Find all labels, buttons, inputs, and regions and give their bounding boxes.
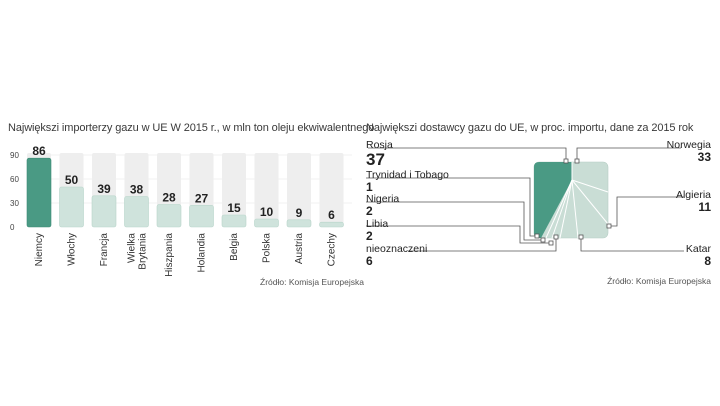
pie-chart-title: Największi dostawcy gazu do UE, w proc. … xyxy=(366,122,694,134)
bar xyxy=(156,204,182,228)
leader-nieoznaczeni xyxy=(408,238,557,252)
bar-value-label: 9 xyxy=(296,206,303,220)
bar xyxy=(59,186,84,228)
y-tick-label: 60 xyxy=(10,175,19,184)
bar-chart-source: Źródło: Komisja Europejska xyxy=(260,277,364,287)
value-trynidad: 1 xyxy=(366,180,373,194)
value-rosja: 37 xyxy=(366,150,385,169)
leader-nigeria xyxy=(366,201,542,241)
bar-value-label: 50 xyxy=(65,173,79,187)
pie-chart xyxy=(366,147,684,252)
leader-norwegia xyxy=(576,147,681,161)
category-label: Czechy xyxy=(327,233,338,266)
category-label: Wielka Brytania xyxy=(127,233,149,270)
label-rosja: Rosja xyxy=(366,139,393,151)
category-label: Włochy xyxy=(67,233,78,266)
y-tick-label: 90 xyxy=(10,151,19,160)
category-label: Hiszpania xyxy=(164,233,175,277)
category-label: Francja xyxy=(99,233,110,267)
slice-divider xyxy=(571,179,579,239)
category-label-text: Niemcy xyxy=(34,233,45,266)
bar-value-label: 39 xyxy=(97,182,111,196)
bar-value-label: 28 xyxy=(162,191,176,205)
bar xyxy=(221,214,247,228)
leader-marker xyxy=(534,233,540,239)
category-label: Polska xyxy=(262,233,273,263)
bar-value-label: 6 xyxy=(328,208,335,222)
value-libia: 2 xyxy=(366,229,373,243)
bar-value-label: 38 xyxy=(130,183,144,197)
label-norwegia: Norwegia xyxy=(666,139,711,151)
bar-chart-title: Największi importerzy gazu w UE W 2015 r… xyxy=(8,122,375,134)
slice-divider xyxy=(551,179,573,239)
leader-marker xyxy=(574,158,580,164)
leader-trynidad xyxy=(366,177,536,237)
slice-divider xyxy=(545,179,573,239)
label-nigeria: Nigeria xyxy=(366,193,400,205)
label-libia: Libia xyxy=(366,218,389,230)
bar-value-label: 15 xyxy=(227,201,241,215)
leader-marker xyxy=(563,158,569,164)
leader-katar xyxy=(580,238,684,252)
bar-value-label: 10 xyxy=(260,205,274,219)
category-label: Holandia xyxy=(197,233,208,273)
category-label-text: Polska xyxy=(262,233,273,263)
category-label-text: Hiszpania xyxy=(164,233,175,277)
leader-marker xyxy=(606,223,612,229)
category-label: Niemcy xyxy=(34,233,45,266)
bar xyxy=(26,157,52,228)
bar xyxy=(124,196,149,228)
leader-libia xyxy=(366,225,550,244)
slice-divider xyxy=(571,179,609,193)
bar-background xyxy=(287,153,311,227)
slice-rosja xyxy=(534,162,572,238)
category-label-line: Wielka xyxy=(127,233,138,263)
category-label-text: Belgia xyxy=(229,233,240,261)
bar-background xyxy=(319,153,344,227)
value-nieoznaczeni: 6 xyxy=(366,254,373,268)
category-label-text: Austria xyxy=(294,233,305,265)
leader-marker xyxy=(548,240,554,246)
value-algieria: 11 xyxy=(698,200,711,214)
bar xyxy=(91,195,117,228)
bar xyxy=(319,221,344,228)
slice-divider xyxy=(571,179,609,225)
category-label-text: Francja xyxy=(99,233,110,267)
label-katar: Katar xyxy=(685,243,711,255)
label-nieoznaczeni: nieoznaczeni xyxy=(366,243,428,255)
leader-rosja xyxy=(368,147,567,161)
bar-background xyxy=(254,153,279,227)
leader-marker xyxy=(540,237,546,243)
category-label: Belgia xyxy=(229,233,240,261)
category-label-text: Czechy xyxy=(327,233,338,266)
y-tick-label: 30 xyxy=(10,199,19,208)
leader-algieria xyxy=(610,196,684,227)
bar xyxy=(254,218,279,228)
category-label-text: Holandia xyxy=(197,233,208,273)
category-label: Austria xyxy=(294,233,305,265)
leader-marker xyxy=(578,234,584,240)
bar-chart: 0 30 60 90 86 Niemcy 50 Włochy 39 Francja 38 Wielka… xyxy=(10,144,352,277)
value-katar: 8 xyxy=(704,254,711,268)
category-label-line: Brytania xyxy=(138,233,149,270)
value-nigeria: 2 xyxy=(366,204,373,218)
pie-chart-source: Źródło: Komisja Europejska xyxy=(607,276,711,286)
label-algieria: Algieria xyxy=(675,189,711,201)
y-tick-label: 0 xyxy=(10,223,15,232)
slice-divider xyxy=(559,179,573,239)
bar xyxy=(189,205,214,228)
value-norwegia: 33 xyxy=(697,150,711,164)
bar-value-label: 27 xyxy=(195,191,209,205)
bar xyxy=(286,219,312,228)
bar-value-label: 86 xyxy=(32,144,46,158)
leader-marker xyxy=(553,234,559,240)
bar-background xyxy=(222,153,246,227)
label-trynidad: Trynidad i Tobago xyxy=(366,169,449,181)
category-label-text: Włochy xyxy=(67,233,78,266)
